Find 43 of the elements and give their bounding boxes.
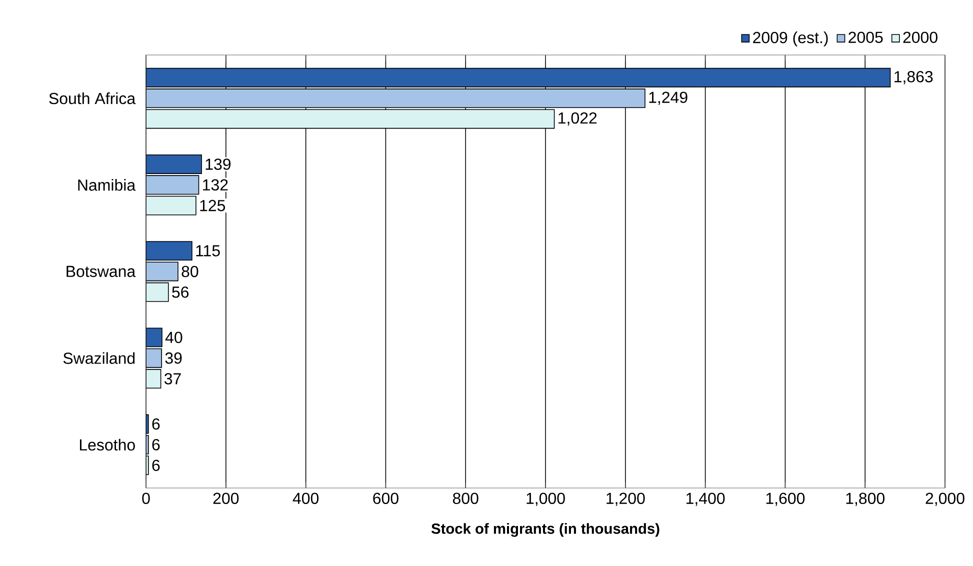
bar [146, 154, 202, 174]
x-tick-label: 600 [373, 492, 398, 504]
data-label: 139 [206, 158, 231, 170]
y-tick-label: South Africa [49, 92, 136, 104]
x-tick-label: 200 [213, 492, 239, 504]
x-tick-label: 0 [142, 492, 150, 504]
y-tick-label: Lesotho [80, 438, 135, 451]
bar [146, 348, 162, 368]
bar [146, 175, 200, 195]
x-tick-label: 1,000 [526, 492, 565, 506]
x-tick-label: 1,800 [846, 492, 884, 506]
bar [146, 88, 646, 108]
data-label: 115 [196, 245, 220, 256]
data-label: 39 [165, 352, 182, 364]
data-label: 1,863 [894, 71, 933, 84]
x-tick-label: 1,400 [686, 492, 725, 506]
data-label: 1,249 [649, 92, 688, 105]
legend-label: 2005 [848, 32, 883, 44]
y-tick-label: Botswana [66, 266, 136, 278]
bar [146, 68, 891, 88]
legend-label: 2000 [903, 32, 938, 44]
data-label: 80 [182, 266, 198, 278]
x-tick-label: 1,600 [766, 492, 805, 506]
x-tick-label: 2,000 [926, 492, 964, 506]
x-tick-label: 800 [452, 492, 478, 504]
x-tick-label: 400 [292, 492, 319, 504]
data-label: 1,022 [558, 112, 597, 126]
y-tick-label: Namibia [78, 179, 136, 191]
bar [146, 262, 178, 282]
x-tick-label: 1,200 [606, 492, 645, 506]
legend-label: 2009 (est.) [753, 31, 828, 46]
data-label: 6 [152, 439, 160, 450]
bar [146, 241, 192, 261]
data-label: 125 [200, 200, 226, 212]
data-label: 37 [164, 373, 181, 384]
data-label: 132 [203, 179, 228, 191]
data-label: 6 [152, 418, 160, 430]
data-label: 56 [172, 286, 189, 298]
data-label: 40 [165, 332, 182, 344]
data-label: 6 [152, 460, 160, 472]
bar [146, 328, 162, 348]
x-axis-title: Stock of migrants (in thousands) [431, 523, 660, 537]
y-tick-label: Swaziland [63, 352, 135, 364]
